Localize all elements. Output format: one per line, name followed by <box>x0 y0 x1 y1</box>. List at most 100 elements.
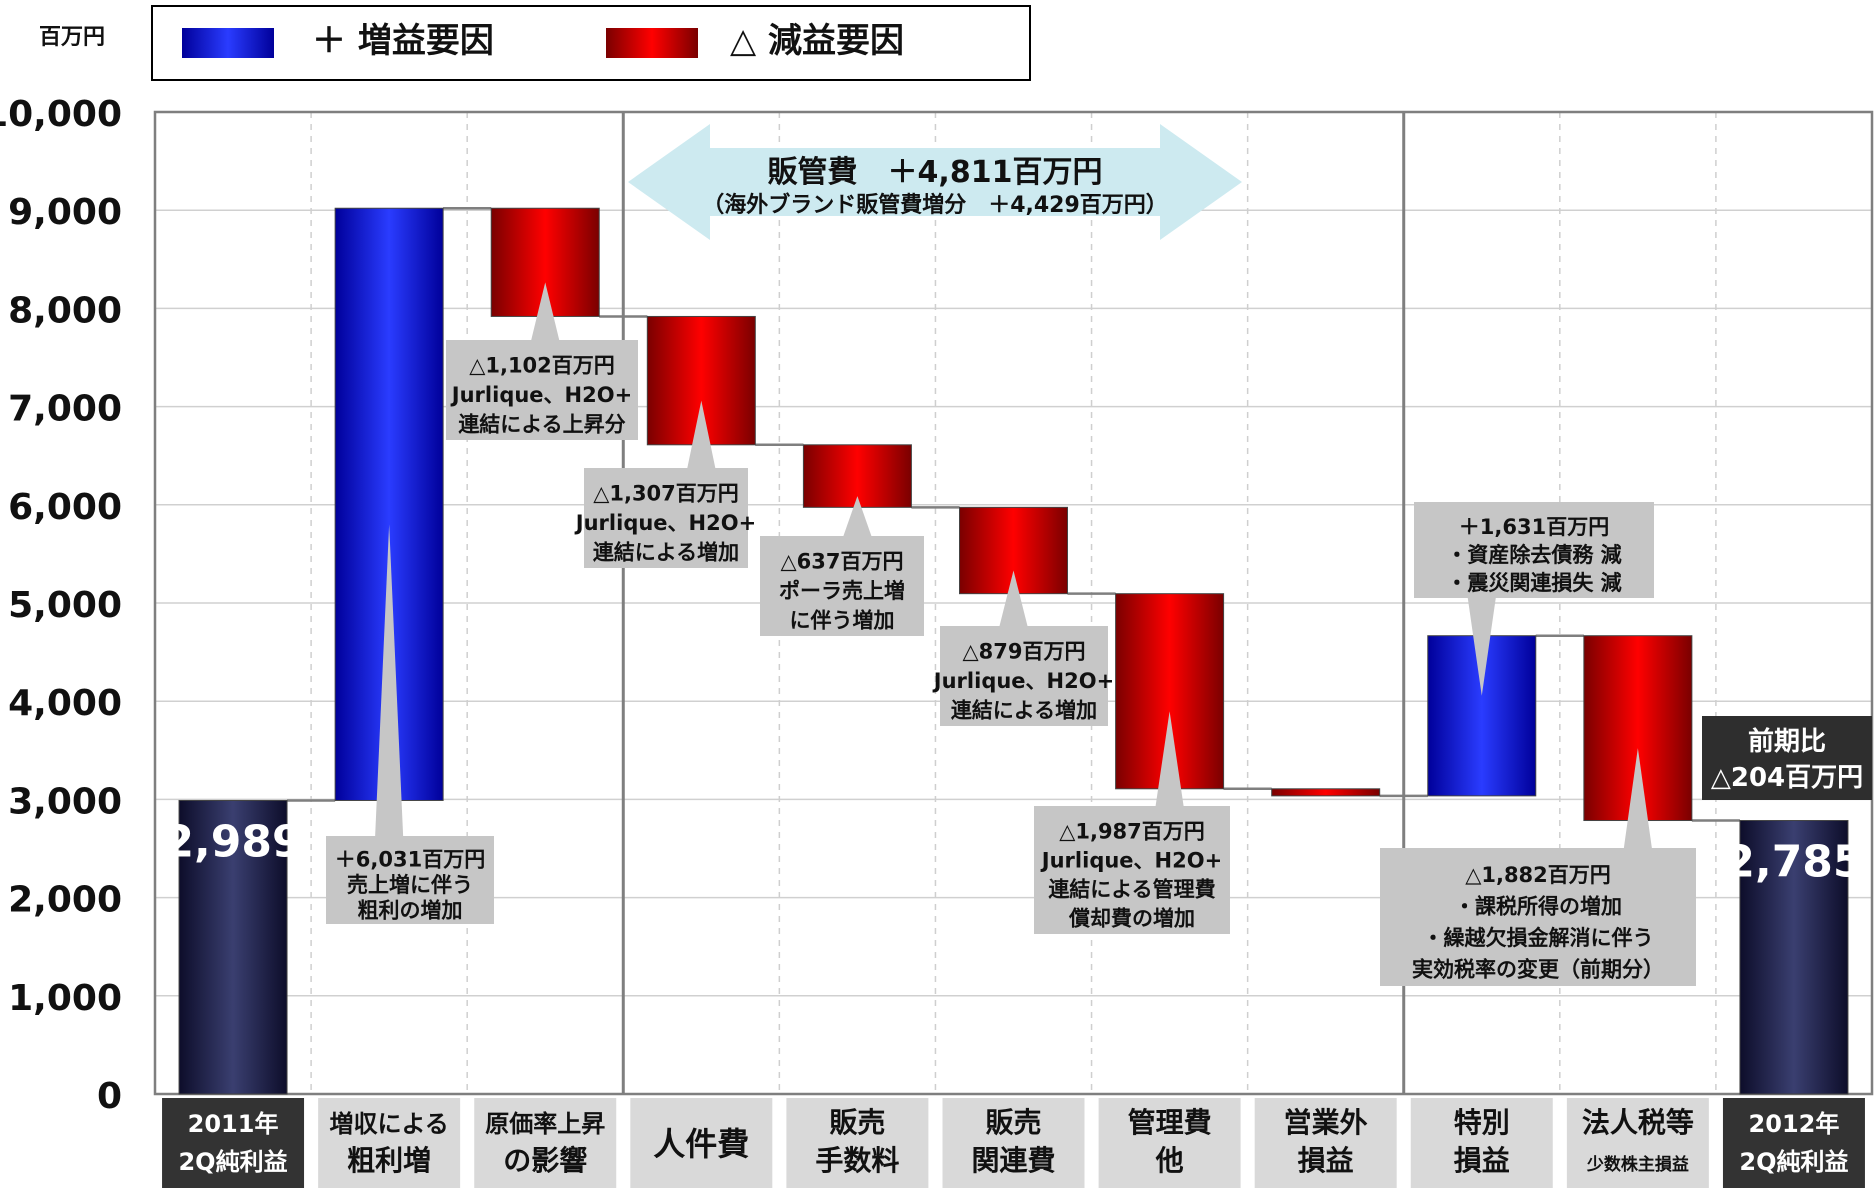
callout-text: 連結による増加 <box>951 698 1097 722</box>
y-tick-label: 10,000 <box>0 94 122 135</box>
bar-total <box>1739 820 1849 1095</box>
category-label-box <box>474 1098 617 1188</box>
callout-text: 粗利の増加 <box>358 898 463 922</box>
category-label: 2011年 <box>188 1110 279 1138</box>
y-tick-label: 7,000 <box>8 389 122 430</box>
callout-text: Jurlique、H2O+ <box>1040 849 1222 873</box>
y-tick-label: 8,000 <box>8 290 122 331</box>
sga-banner: 販管費 ＋4,811百万円 （海外ブランド販管費増分 ＋4,429百万円） <box>628 124 1242 240</box>
category-label: 増収による <box>329 1110 448 1138</box>
category-label: 特別 <box>1454 1106 1510 1139</box>
callout-pointer <box>1155 711 1184 806</box>
y-tick-label: 6,000 <box>8 487 122 528</box>
callout-text: Jurlique、H2O+ <box>932 669 1114 693</box>
callout-box <box>1414 502 1654 598</box>
sga-banner-line1: 販管費 ＋4,811百万円 <box>768 155 1103 190</box>
category-label-box <box>630 1098 773 1188</box>
callout-text: △637百万円 <box>781 550 904 574</box>
callout-pointer <box>687 400 716 468</box>
category-label: 損益 <box>1298 1144 1354 1177</box>
callout-text: △1,882百万円 <box>1465 863 1611 887</box>
callout-pointer <box>375 524 404 836</box>
category-label-box <box>942 1098 1085 1188</box>
y-tick-label: 3,000 <box>8 781 122 822</box>
callout-text: ・課税所得の増加 <box>1454 894 1622 918</box>
callout-text: ポーラ売上増 <box>779 579 905 603</box>
legend: ＋ 増益要因 △ 減益要因 <box>151 5 1031 81</box>
callout-pointer <box>1467 598 1496 696</box>
callout-text: 償却費の増加 <box>1068 907 1195 931</box>
callout-text: Jurlique、H2O+ <box>450 383 632 407</box>
legend-decrease-swatch <box>606 28 698 58</box>
category-label: 手数料 <box>815 1144 899 1177</box>
callout-box <box>1034 806 1230 934</box>
category-label: 法人税等 <box>1582 1106 1694 1139</box>
y-tick-label: 4,000 <box>8 683 122 724</box>
category-label-box <box>1722 1098 1865 1188</box>
plot-frame <box>153 110 1874 1096</box>
bar-value-label: 2,989 <box>163 816 302 867</box>
category-label-box <box>1566 1098 1709 1188</box>
y-axis: 0 1,000 2,000 3,000 4,000 5,000 6,000 7,000 8,00… <box>0 94 122 1117</box>
callout-box <box>1380 848 1696 986</box>
category-label-box <box>1254 1098 1397 1188</box>
y-tick-label: 1,000 <box>8 978 122 1019</box>
callout-text: 実効税率の変更（前期分） <box>1412 957 1664 981</box>
sga-banner-line2: （海外ブランド販管費増分 ＋4,429百万円） <box>702 192 1168 218</box>
category-label: 少数株主損益 <box>1586 1154 1689 1175</box>
category-label-box <box>318 1098 461 1188</box>
category-label-box <box>786 1098 929 1188</box>
callout-text: 連結による管理費 <box>1048 878 1215 902</box>
category-label: 管理費 <box>1128 1106 1212 1139</box>
category-label: 2012年 <box>1749 1110 1840 1138</box>
unit-label: 百万円 <box>39 25 105 50</box>
callout-text: 連結による上昇分 <box>458 412 625 436</box>
callout-text: 売上増に伴う <box>347 873 473 897</box>
connectors <box>287 206 1740 822</box>
callout-text: △1,987百万円 <box>1059 820 1205 844</box>
diff-label: 前期比 △204百万円 <box>1702 716 1872 800</box>
callout-text: ＋6,031百万円 <box>335 848 485 872</box>
callout-text: △1,307百万円 <box>593 482 739 506</box>
callout-box <box>940 626 1108 726</box>
category-label: 営業外 <box>1284 1106 1368 1139</box>
callout-box <box>760 536 924 636</box>
legend-increase-swatch <box>182 28 274 58</box>
callout-text: 連結による増加 <box>593 540 739 564</box>
diff-label-line2: △204百万円 <box>1711 763 1863 793</box>
callout-pointer <box>1623 748 1652 848</box>
category-label: 損益 <box>1454 1144 1510 1177</box>
callout-text: Jurlique、H2O+ <box>574 511 756 535</box>
callout-text: ・震災関連損失 減 <box>1446 571 1621 595</box>
callout-box <box>584 468 748 568</box>
category-label: 他 <box>1155 1144 1184 1177</box>
bar-total <box>178 799 288 1095</box>
bar-value-label: 2,785 <box>1724 837 1863 888</box>
callout-text: ＋1,631百万円 <box>1459 515 1609 539</box>
category-label: 販売 <box>829 1106 885 1139</box>
callout-box <box>446 340 638 440</box>
callout-text: ・繰越欠損金解消に伴う <box>1423 926 1654 950</box>
legend-increase-label: ＋ 増益要因 <box>312 21 494 61</box>
callout-pointer <box>999 570 1028 626</box>
callout-pointer <box>531 282 560 340</box>
category-label: 2Q純利益 <box>1739 1148 1848 1176</box>
category-label: 原価率上昇 <box>485 1110 605 1138</box>
category-label-box <box>162 1098 305 1188</box>
category-label: 粗利増 <box>347 1144 431 1177</box>
callout-box <box>326 836 494 924</box>
callout-text: ・資産除去債務 減 <box>1446 543 1621 567</box>
y-tick-label: 5,000 <box>8 585 122 626</box>
callout-text: △879百万円 <box>963 640 1086 664</box>
category-label: 人件費 <box>653 1125 749 1163</box>
legend-decrease-label: △ 減益要因 <box>730 21 904 61</box>
category-label: 関連費 <box>971 1144 1055 1177</box>
callout-text: △1,102百万円 <box>469 354 615 378</box>
diff-label-line1: 前期比 <box>1748 726 1826 757</box>
category-label: 2Q純利益 <box>178 1148 287 1176</box>
y-tick-label: 0 <box>97 1076 122 1117</box>
bar-decrease <box>1271 788 1381 797</box>
